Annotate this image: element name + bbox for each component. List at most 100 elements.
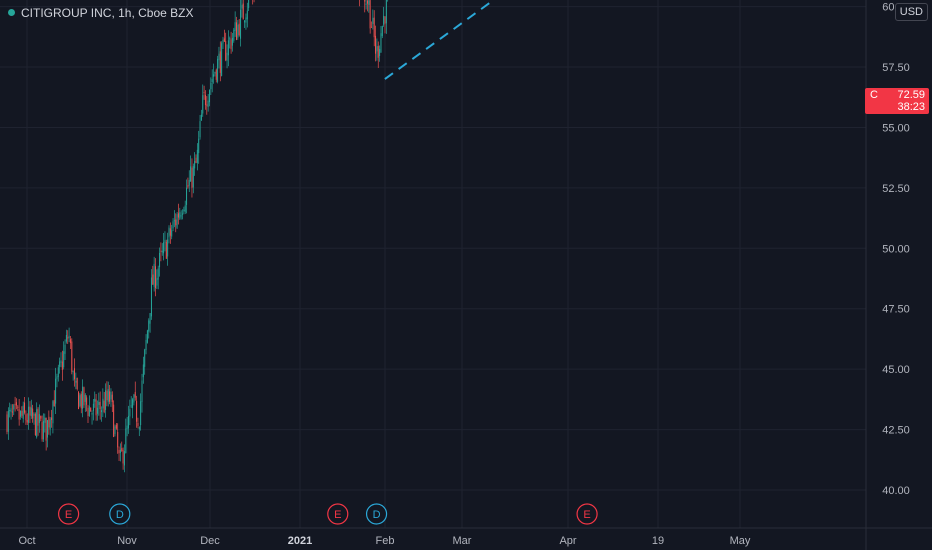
candle-body [17, 406, 19, 408]
candle-body [118, 450, 120, 454]
candle-body [98, 401, 100, 405]
candle-body [65, 334, 67, 342]
candle-body [196, 149, 198, 163]
candle-body [21, 410, 23, 416]
candle-body [9, 410, 11, 412]
candle-body [238, 23, 240, 36]
candle-body [51, 417, 53, 420]
candle-body [248, 0, 250, 8]
candle-body [64, 344, 66, 354]
candle-body [177, 213, 179, 218]
price-tick-label: 57.50 [882, 62, 910, 74]
candle-body [72, 371, 74, 373]
candle-body [14, 403, 16, 406]
candle-body [213, 74, 215, 77]
candle-body [84, 394, 86, 402]
time-tick-label: May [730, 535, 751, 547]
candle-body [163, 242, 165, 254]
candle-body [83, 387, 85, 406]
candle-body [79, 395, 81, 406]
time-tick-label: Nov [117, 535, 137, 547]
candle-body [188, 179, 190, 186]
candle-body [92, 403, 94, 412]
candle-body [101, 410, 102, 413]
candle-body [161, 250, 163, 253]
candle-body [200, 114, 202, 121]
candle-body [128, 415, 129, 429]
candle-body [53, 399, 55, 407]
candle-body [214, 72, 216, 74]
candle-body [109, 391, 111, 402]
candle-body [183, 209, 185, 212]
candle-body [385, 0, 387, 24]
candle-body [225, 40, 227, 61]
candle-body [231, 37, 233, 46]
candle-body [26, 419, 28, 423]
candle-body [138, 427, 140, 430]
candle-body [7, 410, 9, 432]
candle-body [47, 420, 48, 438]
candle-body [133, 394, 135, 403]
candle-body [52, 401, 54, 424]
candle-body [94, 398, 96, 402]
time-axis[interactable]: Oct Nov Dec 2021 Feb Mar Apr 19 May [18, 535, 750, 547]
candle-body [111, 394, 113, 403]
candle-body [184, 205, 186, 212]
dividend-marker [365, 503, 388, 525]
candle-body [140, 401, 142, 426]
candle-body [106, 390, 108, 401]
candle-body [152, 274, 154, 285]
candle-body [242, 3, 244, 20]
candle-body [29, 406, 31, 416]
candle-body [87, 407, 89, 416]
candle-body [195, 157, 197, 163]
candle-body [187, 185, 189, 188]
candle-body [365, 3, 367, 5]
dividend-marker-label: D [373, 509, 381, 521]
last-price-value: 72.59 [897, 89, 925, 101]
candle-body [86, 397, 88, 405]
time-tick-label: Dec [200, 535, 220, 547]
candle-body [144, 349, 146, 367]
candle-body [206, 104, 208, 106]
candle-body [383, 15, 385, 25]
currency-button[interactable]: USD [894, 3, 928, 21]
candle-body [199, 121, 201, 138]
candle-body [227, 40, 229, 56]
candles [6, 0, 389, 473]
candle-body [211, 79, 213, 83]
candle-body [44, 417, 46, 423]
candle-body [102, 398, 104, 409]
time-tick-label: 2021 [288, 535, 312, 547]
candle-body [192, 166, 194, 188]
candle-body [176, 214, 178, 228]
bar-countdown: 38:23 [897, 101, 925, 113]
candle-body [107, 389, 109, 402]
candle-body [179, 212, 181, 219]
candle-body [180, 215, 182, 217]
candle-body [204, 94, 206, 106]
candle-body [169, 228, 171, 236]
candle-body [99, 401, 101, 410]
candle-body [164, 239, 166, 243]
candle-body [236, 22, 237, 40]
candle-body [63, 351, 65, 368]
candle-body [129, 409, 131, 417]
candle-body [217, 58, 219, 82]
time-tick-label: Apr [559, 535, 576, 547]
candle-body [244, 20, 246, 23]
candle-body [229, 38, 231, 40]
candle-body [372, 17, 374, 24]
earnings-marker [576, 503, 598, 525]
candle-body [198, 138, 200, 154]
candle-body [32, 408, 34, 419]
candle-body [36, 409, 38, 438]
candle-body [155, 266, 156, 289]
candle-body [156, 278, 158, 286]
candle-body [57, 367, 59, 378]
candle-body [119, 449, 121, 453]
candle-body [134, 391, 136, 398]
candle-body [18, 409, 20, 420]
candle-body [168, 227, 170, 238]
